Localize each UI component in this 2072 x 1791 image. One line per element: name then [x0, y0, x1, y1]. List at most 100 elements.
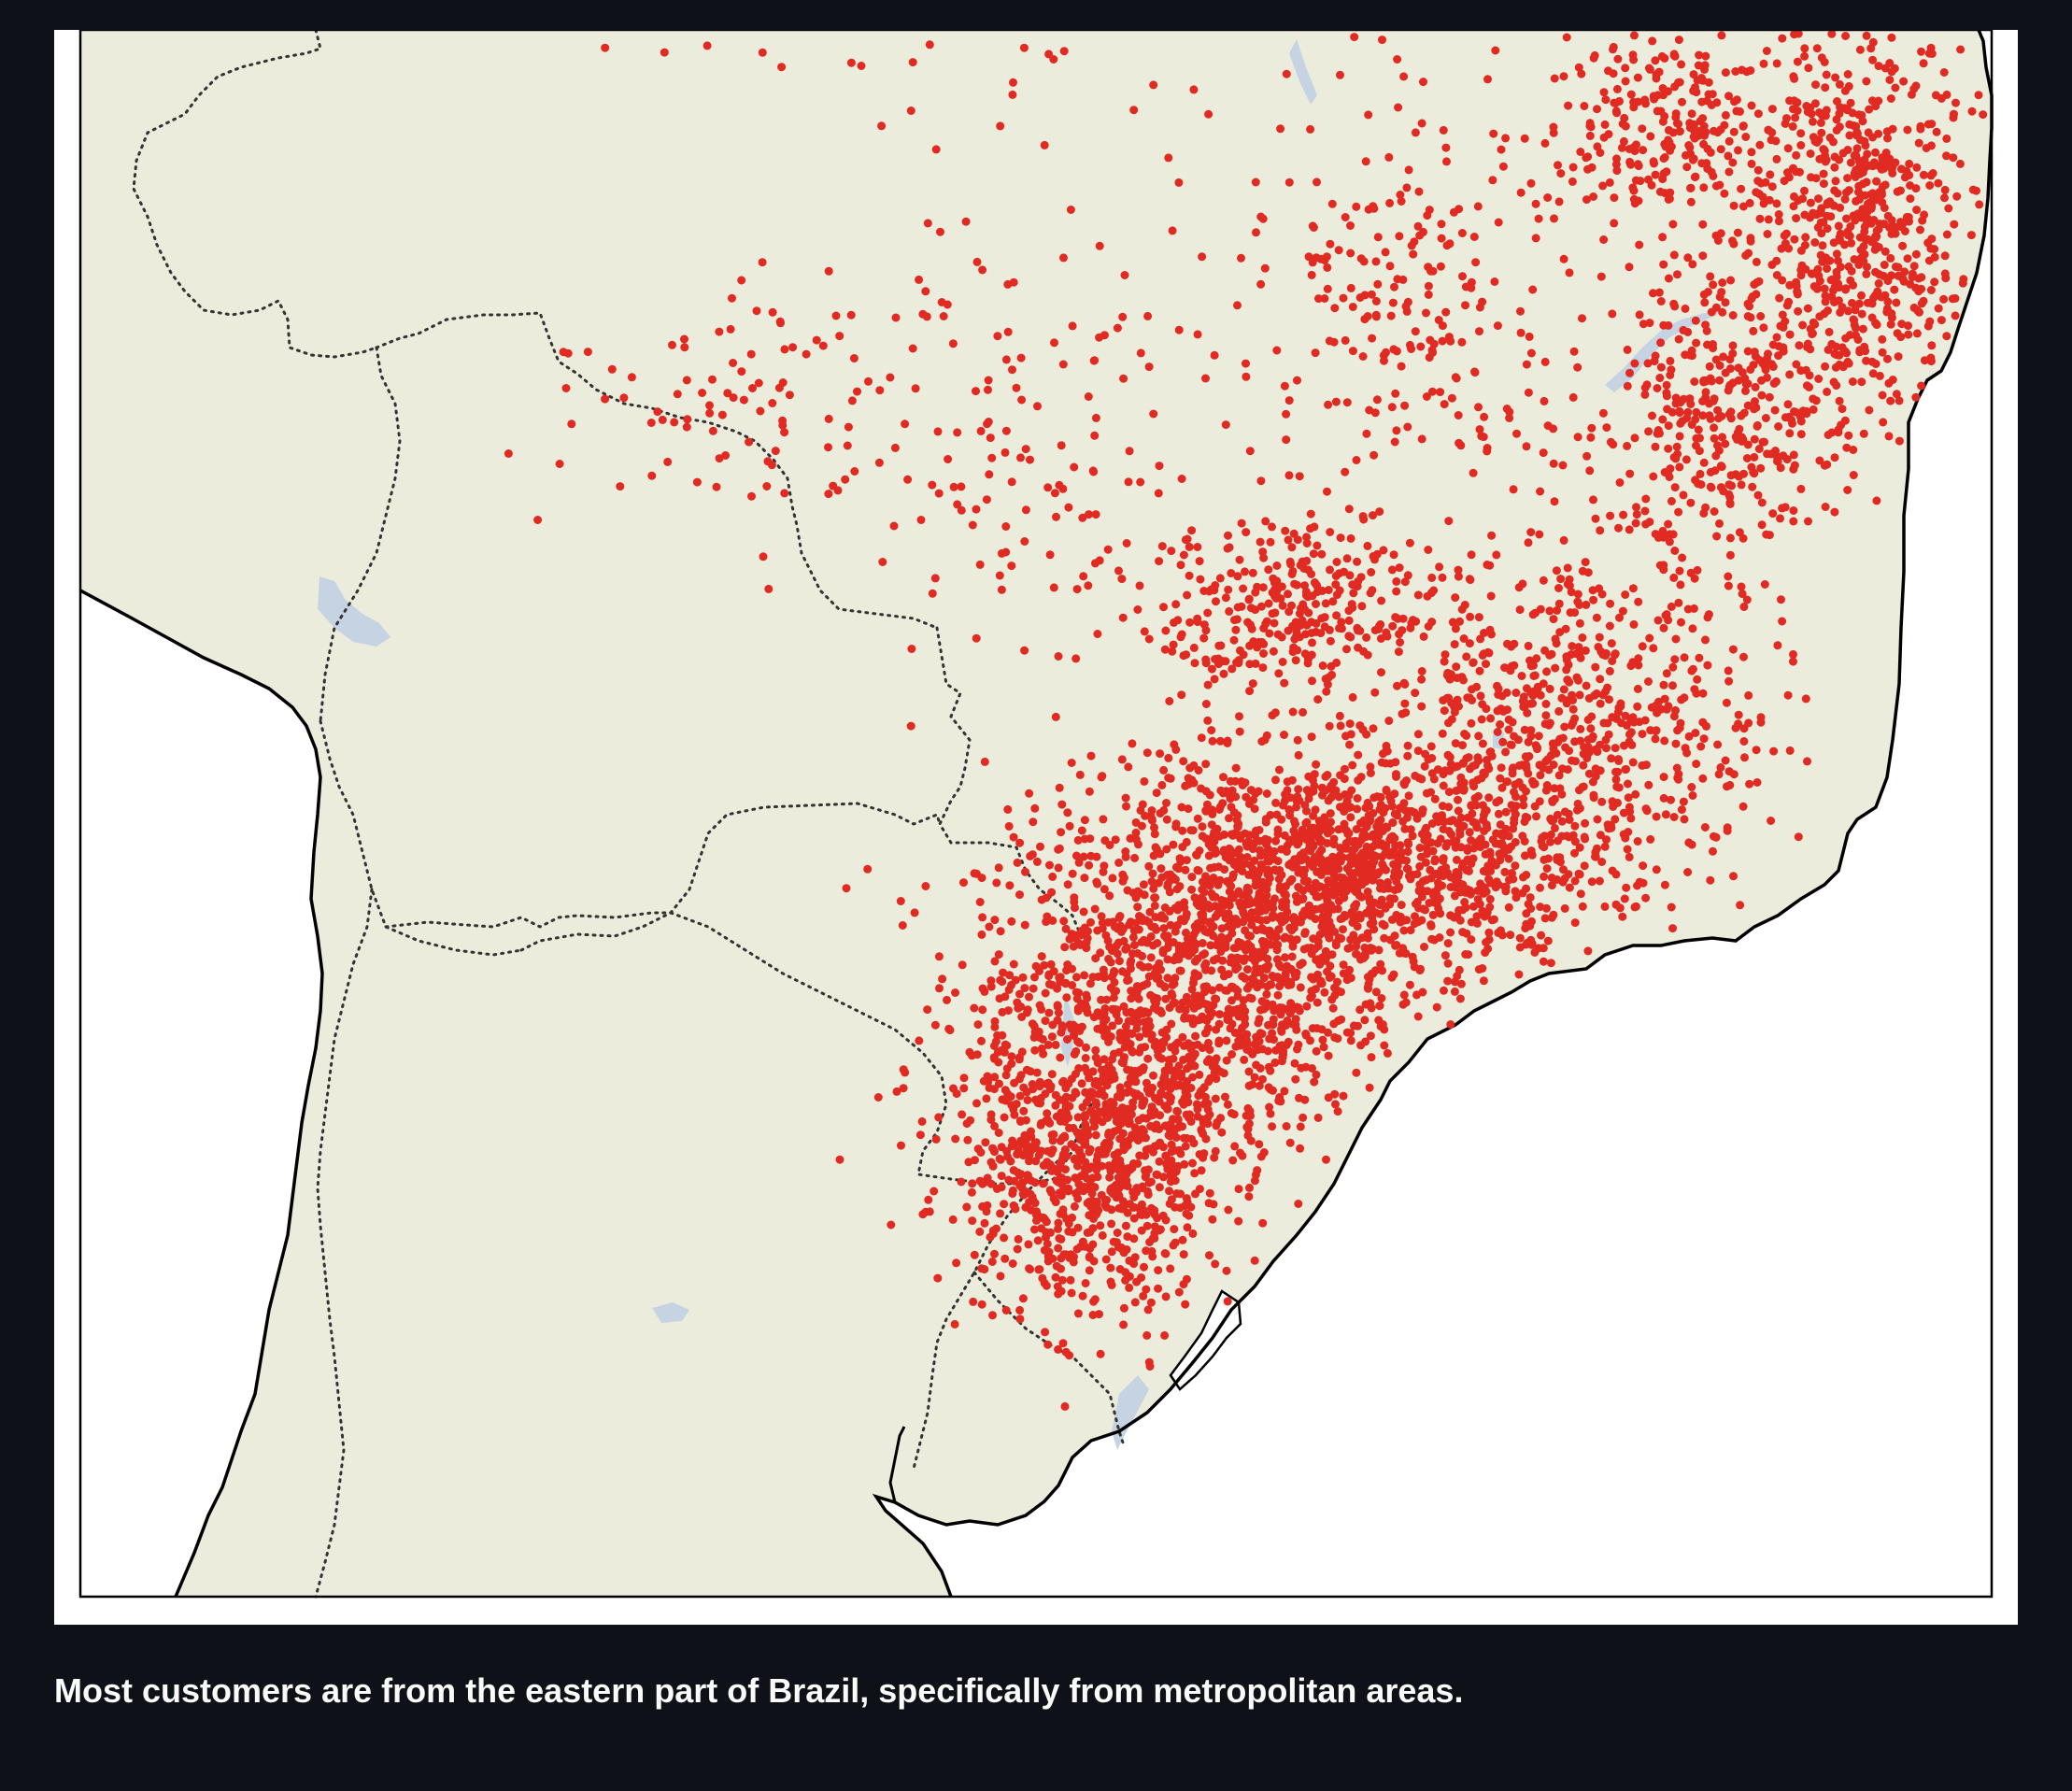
- customer-point: [1079, 1127, 1088, 1136]
- customer-point: [996, 927, 1005, 936]
- customer-point: [1032, 857, 1042, 866]
- customer-point: [1827, 30, 1837, 38]
- customer-point: [1134, 840, 1142, 849]
- customer-point: [1311, 945, 1320, 954]
- customer-point: [1039, 1179, 1048, 1188]
- customer-point: [1767, 449, 1776, 459]
- customer-point: [1886, 253, 1895, 263]
- customer-point: [1256, 980, 1266, 989]
- customer-point: [1265, 940, 1274, 949]
- customer-point: [1294, 1200, 1303, 1208]
- customer-point: [1256, 846, 1264, 855]
- customer-point: [1535, 530, 1544, 539]
- customer-point: [980, 1218, 989, 1228]
- customer-point: [1715, 376, 1724, 385]
- customer-point: [1116, 1110, 1126, 1119]
- customer-point: [1914, 138, 1923, 148]
- customer-point: [1152, 789, 1161, 798]
- customer-point: [1878, 391, 1887, 400]
- customer-point: [1641, 893, 1651, 903]
- customer-point: [1895, 396, 1904, 405]
- customer-point: [1057, 1275, 1067, 1285]
- customer-point: [1800, 44, 1809, 53]
- customer-point: [1140, 1262, 1148, 1272]
- customer-point: [1201, 787, 1211, 796]
- customer-point: [1055, 1234, 1064, 1243]
- customer-point: [977, 930, 986, 939]
- customer-point: [1119, 1320, 1128, 1329]
- customer-point: [1365, 1083, 1374, 1092]
- customer-point: [1013, 1168, 1022, 1177]
- customer-point: [1559, 535, 1568, 545]
- customer-point: [1015, 1181, 1025, 1190]
- customer-point: [1187, 985, 1197, 994]
- customer-point: [1750, 434, 1759, 444]
- customer-point: [1646, 834, 1655, 844]
- customer-point: [1878, 153, 1887, 163]
- customer-point: [1591, 745, 1600, 754]
- customer-point: [1539, 957, 1548, 966]
- customer-point: [959, 878, 968, 888]
- customer-point: [1858, 324, 1867, 334]
- customer-point: [1813, 223, 1823, 232]
- customer-point: [1479, 976, 1488, 986]
- customer-point: [1073, 835, 1083, 845]
- customer-point: [981, 1138, 990, 1147]
- customer-point: [1759, 199, 1768, 208]
- reservoir-sobradinho: [1605, 306, 1726, 392]
- customer-point: [1380, 933, 1389, 943]
- customer-point: [1644, 780, 1653, 789]
- customer-point: [1463, 855, 1472, 864]
- customer-point: [1182, 909, 1191, 918]
- customer-point: [988, 1311, 997, 1320]
- customer-point: [1376, 816, 1385, 824]
- customer-point: [1344, 837, 1354, 846]
- customer-point: [1692, 760, 1701, 769]
- customer-point: [1546, 814, 1555, 823]
- customer-point: [1796, 265, 1806, 275]
- customer-point: [994, 950, 1003, 959]
- customer-point: [1659, 565, 1668, 575]
- customer-point: [1094, 1206, 1103, 1215]
- customer-point: [1518, 832, 1527, 841]
- customer-point: [1121, 793, 1130, 803]
- customer-point: [1309, 842, 1318, 851]
- customer-point: [1346, 860, 1355, 869]
- customer-point: [1469, 658, 1478, 667]
- customer-point: [1201, 1028, 1211, 1037]
- customer-point: [1153, 939, 1162, 947]
- customer-point: [1624, 779, 1632, 789]
- customer-point: [1426, 742, 1436, 751]
- customer-point: [1575, 843, 1584, 852]
- customer-point: [1121, 1268, 1130, 1277]
- customer-point: [899, 1084, 908, 1093]
- customer-point: [1282, 1122, 1291, 1130]
- customer-point: [1299, 833, 1308, 843]
- customer-point: [1074, 1146, 1084, 1156]
- customer-point: [1452, 868, 1461, 876]
- border-argentina-paraguay: [669, 911, 1093, 1186]
- customer-point: [1108, 874, 1117, 883]
- customer-point: [1366, 769, 1375, 777]
- customer-point: [1114, 1191, 1124, 1201]
- customer-point: [1709, 846, 1717, 856]
- customer-point: [1611, 744, 1620, 753]
- customer-point: [1029, 1225, 1039, 1234]
- customer-point: [1339, 925, 1347, 934]
- customer-point: [1780, 177, 1789, 186]
- customer-point: [1386, 935, 1395, 945]
- customer-point: [1217, 965, 1227, 974]
- customer-point: [1113, 1005, 1122, 1015]
- customer-point: [1498, 707, 1508, 716]
- customer-point: [1234, 1185, 1243, 1194]
- customer-point: [1205, 1188, 1214, 1198]
- customer-point: [1583, 715, 1593, 724]
- customer-point: [1885, 76, 1895, 84]
- customer-point: [1284, 860, 1294, 870]
- customer-point: [1772, 154, 1781, 163]
- customer-point: [1796, 129, 1806, 138]
- lagoa-dos-patos: [1169, 1289, 1242, 1391]
- customer-point: [1774, 422, 1783, 431]
- customer-point: [1157, 1028, 1167, 1037]
- customer-point: [1219, 773, 1228, 782]
